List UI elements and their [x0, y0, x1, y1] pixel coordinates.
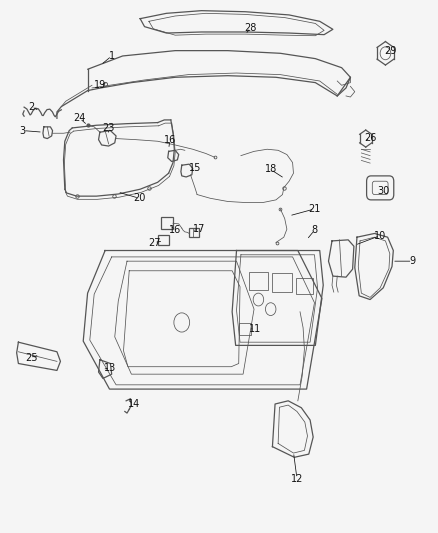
Bar	[249, 272, 268, 290]
Text: 1: 1	[109, 51, 115, 61]
Text: 2: 2	[28, 102, 35, 111]
Bar	[272, 273, 292, 292]
Text: 16: 16	[164, 135, 176, 144]
Text: 18: 18	[265, 165, 277, 174]
Text: 10: 10	[374, 231, 386, 240]
Text: 30: 30	[377, 186, 389, 196]
Text: 17: 17	[193, 224, 205, 234]
Bar	[158, 235, 169, 245]
Text: 20: 20	[133, 193, 145, 203]
Text: 11: 11	[249, 325, 261, 334]
Text: 26: 26	[364, 133, 376, 142]
Text: 28: 28	[244, 23, 257, 33]
Bar	[189, 228, 199, 237]
Text: 19: 19	[94, 80, 106, 90]
Text: 16: 16	[169, 225, 181, 235]
Bar	[239, 323, 251, 335]
Text: 14: 14	[127, 399, 140, 409]
Bar	[296, 278, 313, 294]
Text: 8: 8	[311, 225, 318, 235]
Text: 21: 21	[308, 204, 321, 214]
Text: 23: 23	[102, 123, 115, 133]
Text: 12: 12	[291, 474, 303, 483]
Text: 27: 27	[148, 238, 160, 247]
Bar	[161, 217, 173, 229]
Text: 3: 3	[20, 126, 26, 135]
Text: 25: 25	[25, 353, 38, 363]
Text: 15: 15	[189, 163, 201, 173]
Text: 13: 13	[104, 363, 117, 373]
Text: 24: 24	[74, 114, 86, 123]
Text: 29: 29	[385, 46, 397, 55]
Text: 9: 9	[410, 256, 416, 266]
